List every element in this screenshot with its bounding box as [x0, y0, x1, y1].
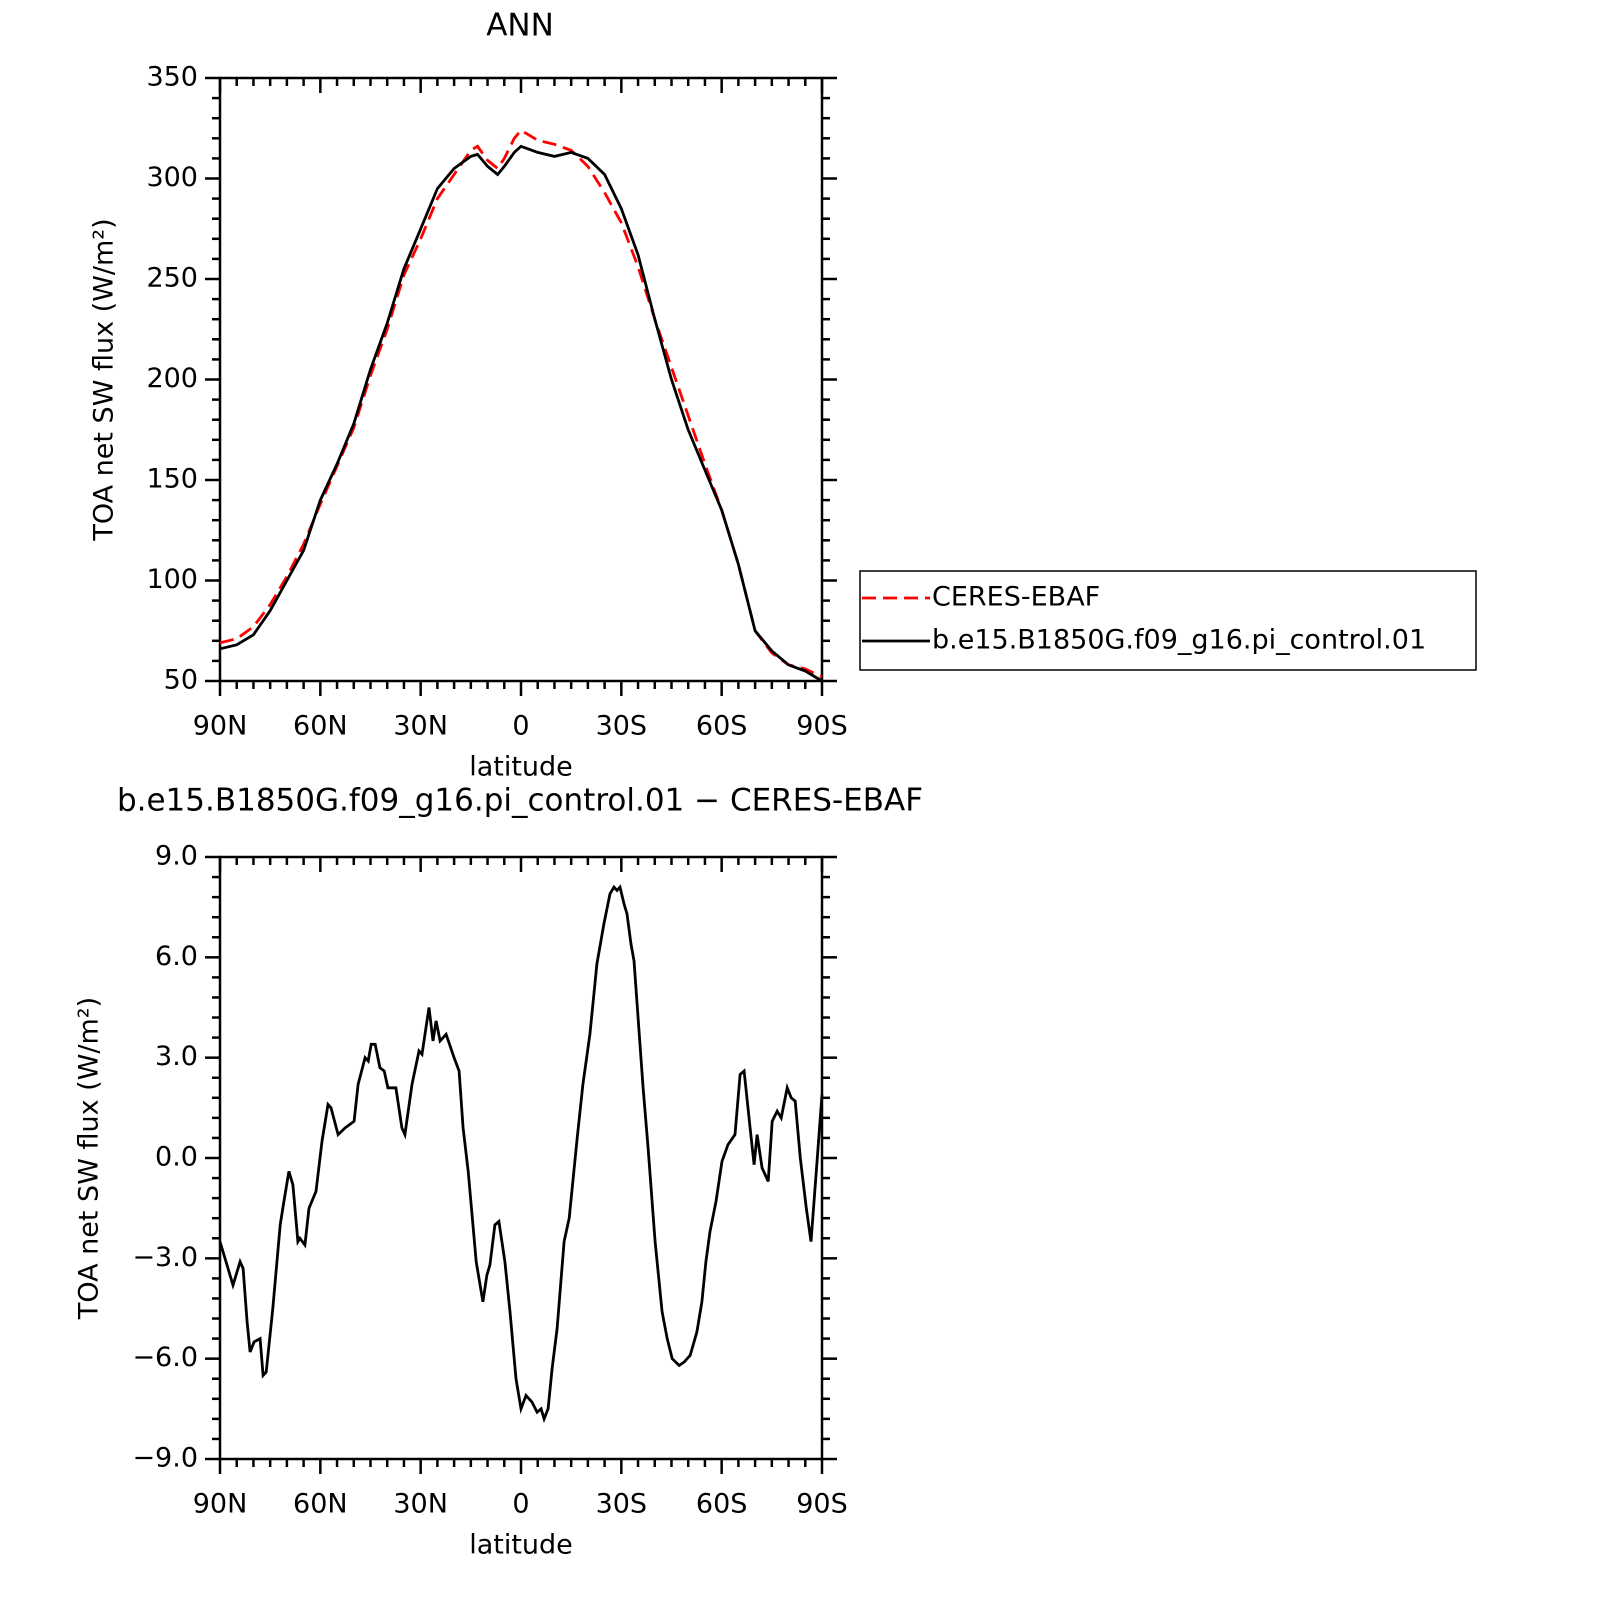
x-axis-label: latitude [469, 1530, 573, 1561]
x-tick-label: 60S [696, 711, 748, 742]
y-tick-label: 350 [146, 62, 198, 93]
y-tick-label: 3.0 [155, 1041, 198, 1072]
x-tick-label: 30N [393, 711, 448, 742]
data-line [219, 128, 823, 679]
x-tick-label: 60N [293, 711, 348, 742]
y-tick-label: 9.0 [155, 841, 198, 872]
legend-label: CERES-EBAF [932, 582, 1100, 613]
y-tick-label: 100 [146, 564, 198, 595]
x-axis-label: latitude [469, 752, 573, 783]
y-tick-label: −6.0 [132, 1342, 198, 1373]
x-tick-label: 30N [393, 1489, 448, 1520]
plot-frame [218, 76, 824, 683]
plot-frame [218, 855, 824, 1461]
x-tick-label: 90S [796, 711, 848, 742]
x-tick-label: 90N [193, 1489, 248, 1520]
legend-box [859, 570, 1477, 671]
x-tick-label: 90N [193, 711, 248, 742]
x-tick-label: 60S [696, 1489, 748, 1520]
data-line [219, 144, 823, 683]
y-tick-label: 6.0 [155, 941, 198, 972]
y-tick-label: 150 [146, 464, 198, 495]
x-tick-label: 60N [293, 1489, 348, 1520]
y-tick-label: 0.0 [155, 1142, 198, 1173]
y-tick-label: −3.0 [132, 1242, 198, 1273]
y-axis-label: TOA net SW flux (W/m²) [74, 997, 105, 1320]
data-line [218, 884, 824, 1424]
y-tick-label: 250 [146, 263, 198, 294]
chart-title: ANN [486, 8, 554, 44]
y-tick-label: 50 [164, 665, 198, 696]
x-tick-label: 30S [596, 1489, 648, 1520]
y-tick-label: 200 [146, 363, 198, 394]
chart-title: b.e15.B1850G.f09_g16.pi_control.01 − CER… [117, 783, 923, 819]
x-tick-label: 30S [596, 711, 648, 742]
legend-label: b.e15.B1850G.f09_g16.pi_control.01 [932, 625, 1426, 656]
y-axis-label: TOA net SW flux (W/m²) [89, 218, 120, 541]
x-tick-label: 90S [796, 1489, 848, 1520]
x-tick-label: 0 [512, 711, 529, 742]
y-tick-label: 300 [146, 162, 198, 193]
x-tick-label: 0 [512, 1489, 529, 1520]
y-tick-label: −9.0 [132, 1443, 198, 1474]
